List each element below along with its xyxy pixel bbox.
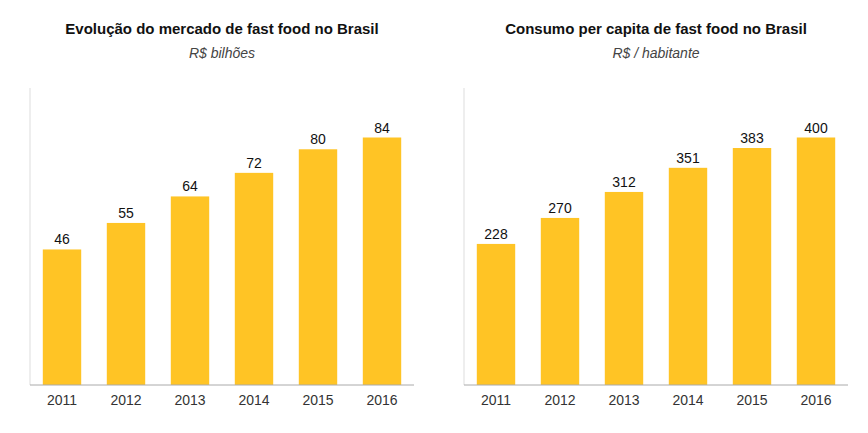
data-label: 270	[548, 200, 572, 216]
bar	[605, 192, 643, 385]
data-label: 400	[804, 120, 828, 136]
data-label: 46	[54, 231, 70, 247]
bar	[477, 244, 515, 385]
data-labels: 228 270 312 351 383 400	[484, 120, 828, 242]
x-tick-label: 2011	[47, 392, 77, 408]
data-label: 64	[182, 178, 198, 194]
bar	[171, 196, 209, 385]
data-label: 383	[740, 130, 764, 146]
chart-svg: Evolução do mercado de fast food no Bras…	[0, 0, 868, 433]
bar	[299, 149, 337, 385]
data-label: 84	[374, 120, 390, 136]
data-labels: 46 55 64 72 80 84	[54, 120, 390, 248]
x-tick-label: 2016	[800, 392, 831, 408]
panel: Evolução do mercado de fast food no Bras…	[30, 20, 414, 408]
data-label: 80	[310, 131, 326, 147]
bar	[541, 218, 579, 385]
bar	[235, 173, 273, 385]
data-label: 312	[612, 174, 636, 190]
x-tick-label: 2014	[672, 392, 703, 408]
x-tick-label: 2013	[608, 392, 639, 408]
bar	[669, 168, 707, 385]
data-label: 72	[246, 155, 262, 171]
chart-container: Evolução do mercado de fast food no Bras…	[0, 0, 868, 433]
x-tick-label: 2016	[366, 392, 397, 408]
panel: Consumo per capita de fast food no Brasi…	[464, 20, 848, 408]
bar	[43, 249, 81, 385]
bar	[363, 138, 401, 386]
title: Evolução do mercado de fast food no Bras…	[65, 20, 378, 37]
data-label: 55	[118, 205, 134, 221]
page: {"chart_data": [ {"type": "bar", "title"…	[0, 0, 868, 433]
y-axis-line	[30, 88, 31, 385]
title: Consumo per capita de fast food no Brasi…	[505, 20, 807, 37]
bar	[733, 148, 771, 385]
x-axis-line	[30, 385, 414, 386]
x-axis-line	[464, 385, 848, 386]
data-label: 228	[484, 226, 508, 242]
bar	[797, 138, 835, 386]
x-tick-labels: 2011 2012 2013 2014 2015 2016	[47, 392, 398, 408]
x-tick-label: 2011	[481, 392, 511, 408]
bars	[477, 138, 835, 386]
x-tick-label: 2014	[238, 392, 269, 408]
x-tick-label: 2015	[736, 392, 767, 408]
x-tick-label: 2012	[110, 392, 141, 408]
x-tick-label: 2012	[544, 392, 575, 408]
x-tick-labels: 2011 2012 2013 2014 2015 2016	[481, 392, 832, 408]
subtitle: R$ / habitante	[612, 45, 699, 61]
subtitle: R$ bilhões	[189, 45, 255, 61]
bar	[107, 223, 145, 385]
bars	[43, 138, 401, 386]
y-axis-line	[464, 88, 465, 385]
x-tick-label: 2013	[174, 392, 205, 408]
x-tick-label: 2015	[302, 392, 333, 408]
data-label: 351	[676, 150, 700, 166]
